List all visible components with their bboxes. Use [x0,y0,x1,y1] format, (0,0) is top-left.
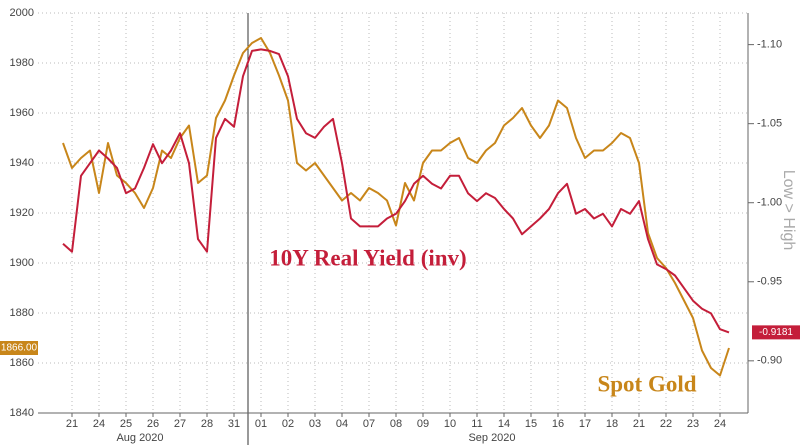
y-tick-label: 1880 [10,307,34,319]
x-tick-label: 22 [660,418,672,430]
x-tick-label: 04 [336,418,348,430]
y2-tick-label: -0.90 [757,355,782,367]
series-line [62,48,730,334]
y-tick-label: 1900 [10,257,34,269]
x-tick-label: 21 [633,418,645,430]
x-tick-label: 03 [309,418,321,430]
x-tick-label: 28 [201,418,213,430]
y-tick-label: 1940 [10,157,34,169]
x-tick-label: 18 [606,418,618,430]
x-tick-label: 14 [498,418,510,430]
y-tick-label: 2000 [10,7,34,19]
x-tick-label: 21 [66,418,78,430]
y2-axis-label: Low > High [780,170,797,251]
y2-tick-label: -0.95 [757,276,782,288]
series-line [62,37,730,377]
y-tick-label: 1980 [10,57,34,69]
x-tick-label: 08 [390,418,402,430]
x-tick-label: 24 [714,418,726,430]
x-tick-label: 02 [282,418,294,430]
month-label: Sep 2020 [468,432,515,444]
x-tick-label: 17 [579,418,591,430]
month-label: Aug 2020 [116,432,163,444]
y2-tick-label: -1.10 [757,39,782,51]
x-tick-label: 24 [93,418,105,430]
x-tick-label: 27 [174,418,186,430]
end-label: -0.9181 [759,327,793,338]
x-tick-label: 07 [363,418,375,430]
x-tick-label: 26 [147,418,159,430]
end-label: 1866.00 [1,343,38,354]
x-tick-label: 11 [471,418,482,430]
x-tick-label: 23 [687,418,699,430]
x-tick-label: 31 [228,418,240,430]
x-tick-label: 10 [444,418,456,430]
end-label-box [0,341,38,355]
x-tick-label: 16 [552,418,564,430]
y2-tick-label: -1.00 [757,197,782,209]
y-tick-label: 1860 [10,357,34,369]
x-tick-label: 01 [255,418,267,430]
series-annotation: 10Y Real Yield (inv) [269,245,466,270]
y-tick-label: 1840 [10,407,34,419]
end-label-box [752,325,800,340]
y2-tick-label: -1.05 [757,118,782,130]
series-annotation: Spot Gold [597,371,696,396]
y-tick-label: 1920 [10,207,34,219]
x-tick-label: 15 [525,418,537,430]
x-tick-label: 09 [417,418,429,430]
y-tick-label: 1960 [10,107,34,119]
x-tick-label: 25 [120,418,132,430]
